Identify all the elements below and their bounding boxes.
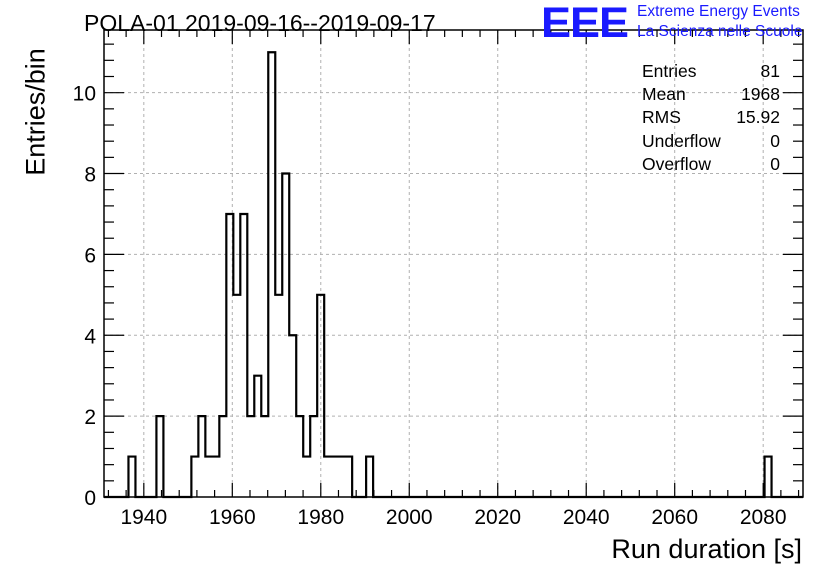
stat-value: 0 (770, 130, 780, 151)
x-tick-label: 1960 (209, 506, 256, 529)
x-tick-label: 2080 (740, 506, 787, 529)
stats-box: Entries 81 Mean 1968 RMS 15.92 Underflow 0 Overf… (642, 60, 780, 176)
y-tick-label: 2 (84, 406, 96, 429)
histogram-outline (104, 51, 803, 499)
stat-label: Underflow (642, 130, 721, 151)
y-axis-label: Entries/bin (20, 48, 51, 176)
stat-label: Entries (642, 61, 697, 81)
logo-line-2: La Scienza nelle Scuole (637, 23, 803, 40)
x-tick-label: 2000 (386, 506, 433, 529)
stat-row: Overflow 0 (642, 153, 780, 176)
stat-label: Overflow (642, 153, 712, 174)
stat-row: Entries 81 (642, 60, 780, 83)
y-tick-label: 8 (84, 164, 96, 187)
y-tick-label: 6 (84, 244, 96, 267)
stat-value: 15.92 (736, 107, 780, 128)
x-tick-label: 1940 (120, 506, 167, 529)
stat-value: 0 (770, 153, 780, 174)
stat-label: Mean (642, 84, 686, 105)
x-tick-label: 1980 (297, 506, 344, 529)
plot-frame (103, 29, 804, 498)
logo-line-1: Extreme Energy Events (637, 3, 800, 20)
x-tick-label: 2040 (563, 506, 610, 529)
stat-value: 1968 (741, 84, 780, 105)
x-axis-label: Run duration [s] (611, 534, 802, 564)
chart-title: POLA-01 2019-09-16--2019-09-17 (84, 10, 436, 36)
y-tick-label: 0 (84, 487, 96, 510)
logo-caption: Extreme Energy Events La Scienza nelle S… (637, 2, 802, 42)
x-tick-label: 2060 (651, 506, 698, 529)
stat-row: Underflow 0 (642, 130, 780, 153)
axis-tick-labels: 1940 1960 1980 2000 2020 2040 2060 2080 0 2 4 6 8 10 (73, 83, 787, 529)
grid-lines (104, 30, 803, 497)
stat-row: Mean 1968 (642, 83, 780, 106)
x-tick-label: 2020 (474, 506, 521, 529)
axis-ticks (104, 30, 803, 498)
stat-row: RMS 15.92 (642, 106, 780, 129)
stat-label: RMS (642, 107, 681, 128)
y-tick-label: 4 (84, 325, 96, 348)
stat-value: 81 (760, 61, 780, 81)
y-tick-label: 10 (73, 83, 96, 106)
eee-logo: EEE (541, 0, 629, 47)
